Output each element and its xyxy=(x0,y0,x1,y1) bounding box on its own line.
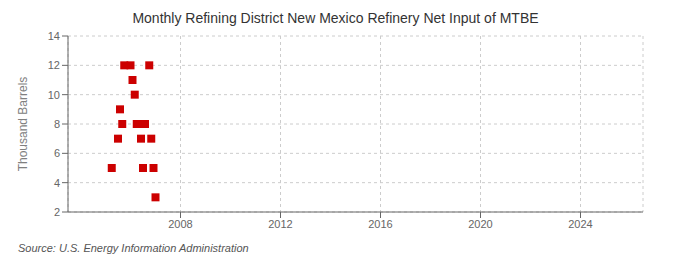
svg-text:2024: 2024 xyxy=(568,218,592,230)
svg-text:6: 6 xyxy=(54,147,60,159)
html-text:Source: U.S. Energy Informatio: Source: U.S. Energy Information Administ… xyxy=(18,242,249,254)
svg-text:Thousand Barrels: Thousand Barrels xyxy=(16,77,30,172)
svg-text:2012: 2012 xyxy=(268,218,292,230)
svg-text:12: 12 xyxy=(48,59,60,71)
svg-text:4: 4 xyxy=(54,177,60,189)
svg-text:2020: 2020 xyxy=(468,218,492,230)
svg-text:10: 10 xyxy=(48,89,60,101)
svg-text:2: 2 xyxy=(54,206,60,218)
svg-text:14: 14 xyxy=(48,30,60,42)
svg-text:2008: 2008 xyxy=(168,218,192,230)
html-text:Monthly Refining District New: Monthly Refining District New Mexico Ref… xyxy=(132,10,539,26)
svg-text:2016: 2016 xyxy=(368,218,392,230)
svg-text:8: 8 xyxy=(54,118,60,130)
